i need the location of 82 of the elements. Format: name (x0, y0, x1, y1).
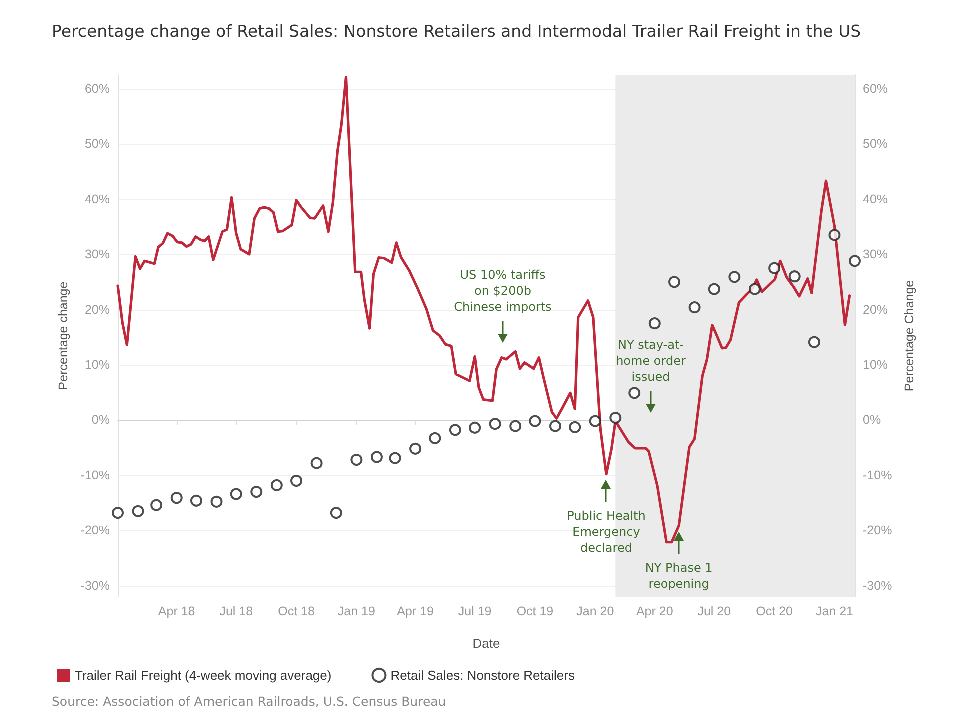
y2-tick-label: 40% (863, 192, 888, 206)
x-tick-label: Jan 20 (576, 604, 614, 618)
point (648, 318, 661, 330)
point (828, 229, 841, 242)
legend-label: Retail Sales: Nonstore Retailers (390, 668, 576, 683)
y-tick-label: 10% (84, 358, 110, 372)
point (688, 302, 701, 314)
point (210, 496, 223, 508)
annotation: NY Phase 1 reopening (645, 560, 713, 592)
y2-tick-label: 50% (863, 137, 888, 152)
x-tick-label: Jul 18 (220, 604, 254, 618)
point (150, 499, 163, 512)
x-tick-label: Oct 20 (756, 604, 794, 618)
point (469, 422, 482, 434)
point (250, 486, 263, 498)
line-series (116, 76, 852, 544)
annotation: US 10% tariffs on $200b Chinese imports (454, 267, 552, 315)
x-tick-label: Jan 21 (816, 604, 854, 618)
point (410, 442, 422, 455)
y2-axis-title: Percentage Change (902, 280, 917, 392)
point (748, 283, 761, 296)
point (270, 479, 283, 492)
point (808, 336, 820, 348)
y-tick-label: -30% (80, 578, 110, 593)
y2-tick-label: -20% (863, 524, 892, 538)
x-tick-label: Jan 19 (338, 604, 376, 618)
y-tick-label: 20% (84, 302, 110, 317)
x-tick-label: Apr 20 (636, 604, 674, 618)
y-tick-label: 0% (92, 413, 110, 428)
y-tick-label: 40% (84, 192, 110, 206)
x-tick-label: Apr 18 (158, 604, 196, 618)
x-tick-label: Oct 19 (516, 604, 554, 618)
y-axis-title: Percentage change (56, 282, 70, 390)
point (389, 452, 402, 464)
point (370, 451, 383, 464)
legend-label: Trailer Rail Freight (4-week moving average) (75, 668, 332, 683)
point (132, 505, 144, 518)
point (230, 488, 242, 500)
point (529, 415, 542, 428)
point (708, 283, 720, 296)
point (310, 457, 323, 470)
y-tick-label: 30% (84, 248, 110, 262)
annotation: Public Health Emergency declared (567, 508, 646, 556)
x-tick-label: Jul 20 (698, 604, 732, 618)
point (112, 507, 124, 520)
point (510, 420, 522, 432)
y2-tick-label: 20% (863, 302, 888, 317)
x-tick-label: Oct 18 (278, 604, 315, 618)
y-tick-label: -20% (80, 524, 110, 538)
source-note: Source: Association of American Railroads, U.S. Census Bureau (52, 694, 446, 709)
y2-tick-label: 10% (863, 358, 888, 372)
point (569, 421, 582, 434)
point (788, 270, 801, 283)
point (330, 507, 342, 520)
y2-tick-label: 0% (863, 413, 882, 428)
point (728, 271, 741, 284)
point (768, 262, 781, 274)
x-axis-title: Date (472, 636, 500, 651)
point (550, 420, 562, 432)
y2-tick-label: 60% (863, 82, 888, 96)
point (628, 387, 641, 400)
y-tick-label: 50% (84, 137, 110, 152)
point (668, 276, 681, 288)
point (290, 475, 303, 487)
point (589, 415, 602, 428)
point (449, 424, 462, 436)
y2-tick-label: 30% (863, 248, 888, 262)
point (429, 432, 442, 444)
y2-tick-label: -30% (863, 578, 892, 593)
y-tick-label: 60% (84, 82, 110, 96)
x-tick-label: Jul 19 (458, 604, 492, 618)
point (489, 418, 502, 430)
point (190, 494, 202, 507)
y-tick-label: -10% (80, 468, 110, 482)
point (350, 454, 363, 466)
annotation: NY stay-at- home order issued (616, 337, 686, 385)
x-tick-label: Apr 19 (397, 604, 434, 618)
chart-title: Percentage change of Retail Sales: Nonstore Retailers and Intermodal Trailer Rail Freight in the US (52, 22, 862, 41)
point (849, 255, 861, 268)
point (170, 492, 183, 504)
point (610, 412, 622, 424)
y2-tick-label: -10% (863, 468, 892, 482)
